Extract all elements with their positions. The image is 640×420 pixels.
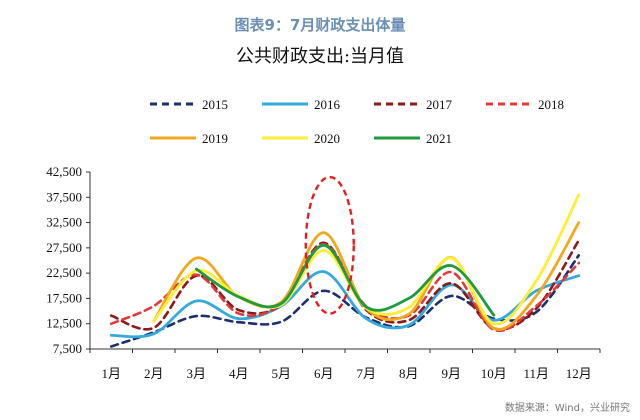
series-line-2016 <box>109 270 581 339</box>
chart-title: 公共财政支出:当月值 <box>235 46 405 67</box>
series-line-2020 <box>152 193 581 326</box>
chart-axes: 7,500 12,500 17,500 22,500 27,500 32,500 37,50… <box>46 164 601 381</box>
x-tick-label: 9月 <box>441 366 461 381</box>
x-tick-label: 10月 <box>481 366 507 381</box>
x-tick-label: 2月 <box>144 366 164 381</box>
legend-label-2020: 2020 <box>314 131 340 146</box>
plot-area <box>109 175 581 348</box>
x-tick-label: 3月 <box>186 366 206 381</box>
series-line-2021 <box>194 243 496 317</box>
y-tick-label: 42,500 <box>46 164 82 179</box>
legend: 2015 2016 2017 2018 2019 2020 2021 <box>150 97 564 146</box>
y-tick-label: 17,500 <box>46 290 82 305</box>
legend-label-2019: 2019 <box>202 131 228 146</box>
legend-label-2017: 2017 <box>426 97 453 112</box>
y-tick-label: 37,500 <box>46 189 82 204</box>
y-tick-label: 12,500 <box>46 316 82 331</box>
x-tick-label: 12月 <box>566 366 592 381</box>
legend-label-2015: 2015 <box>202 97 228 112</box>
x-tick-label: 6月 <box>314 366 334 381</box>
legend-label-2018: 2018 <box>538 97 564 112</box>
x-tick-label: 4月 <box>229 366 249 381</box>
legend-label-2021: 2021 <box>426 131 452 146</box>
x-tick-label: 11月 <box>523 366 549 381</box>
x-tick-label: 8月 <box>399 366 419 381</box>
y-tick-label: 32,500 <box>46 215 82 230</box>
source-note: 数据来源：Wind，兴业研究 <box>504 403 630 414</box>
highlight-ellipse <box>304 175 355 315</box>
x-tick-label: 7月 <box>356 366 376 381</box>
x-tick-label: 5月 <box>271 366 291 381</box>
x-tick-label: 1月 <box>101 366 121 381</box>
legend-label-2016: 2016 <box>314 97 341 112</box>
y-tick-label: 7,500 <box>53 341 82 356</box>
y-tick-label: 22,500 <box>46 265 82 280</box>
figure-caption: 图表9：7月财政支出体量 <box>234 16 406 34</box>
y-tick-label: 27,500 <box>46 240 82 255</box>
